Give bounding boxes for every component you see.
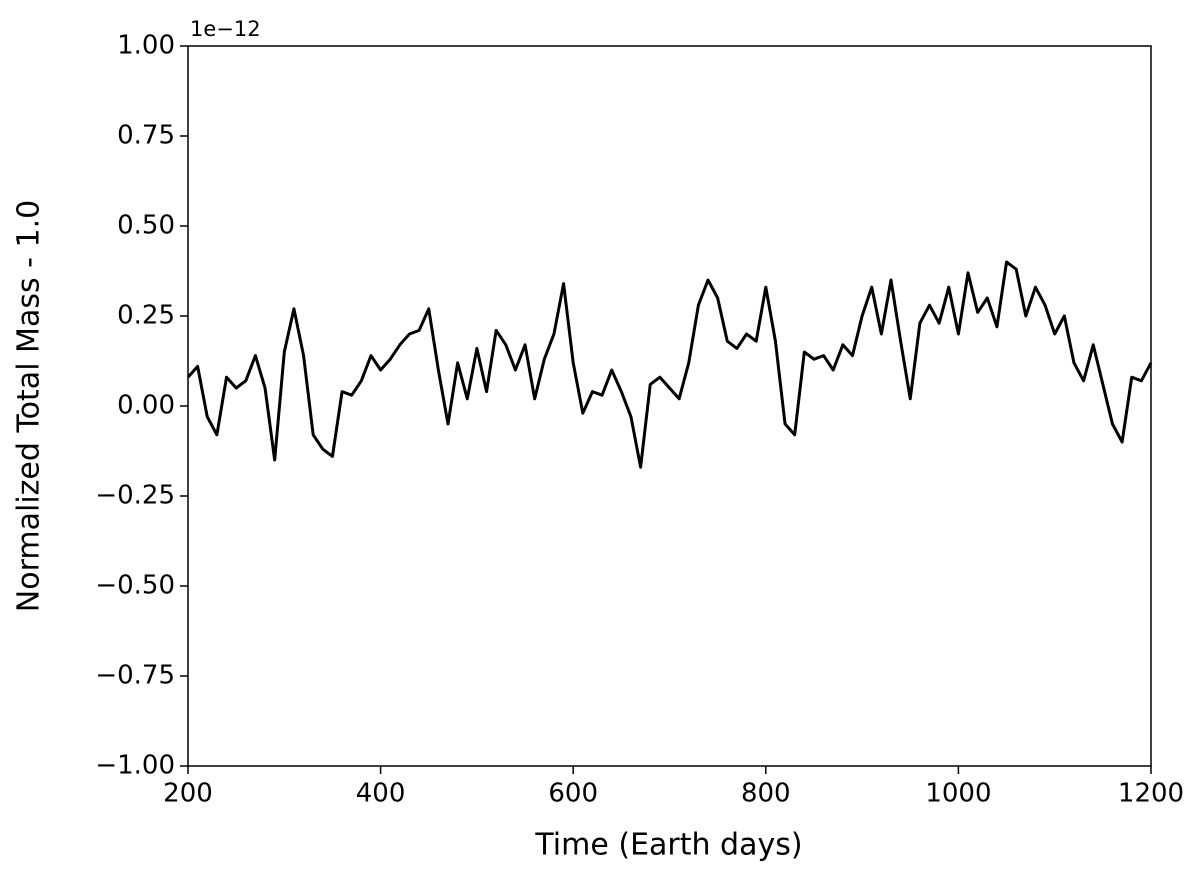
- y-axis-label: Normalized Total Mass - 1.0: [12, 200, 47, 612]
- x-tick-label: 200: [163, 779, 213, 809]
- x-axis-label: Time (Earth days): [534, 828, 802, 863]
- y-tick-label: 0.50: [117, 211, 175, 241]
- y-tick-label: −0.25: [95, 481, 175, 511]
- y-tick-label: 0.00: [117, 391, 175, 421]
- y-tick-label: −0.50: [95, 571, 175, 601]
- y-tick-label: 0.25: [117, 301, 175, 331]
- x-tick-label: 1200: [1118, 779, 1184, 809]
- x-tick-label: 800: [741, 779, 791, 809]
- y-tick-label: −0.75: [95, 661, 175, 691]
- plot-frame: [187, 45, 1152, 767]
- offset-label: 1e−12: [190, 17, 261, 41]
- data-line: [186, 260, 1153, 469]
- y-tick-label: 1.00: [117, 31, 175, 61]
- x-tick-label: 1000: [925, 779, 991, 809]
- x-tick-label: 400: [356, 779, 406, 809]
- y-tick-label: −1.00: [95, 751, 175, 781]
- y-tick-label: 0.75: [117, 121, 175, 151]
- x-tick-label: 600: [548, 779, 598, 809]
